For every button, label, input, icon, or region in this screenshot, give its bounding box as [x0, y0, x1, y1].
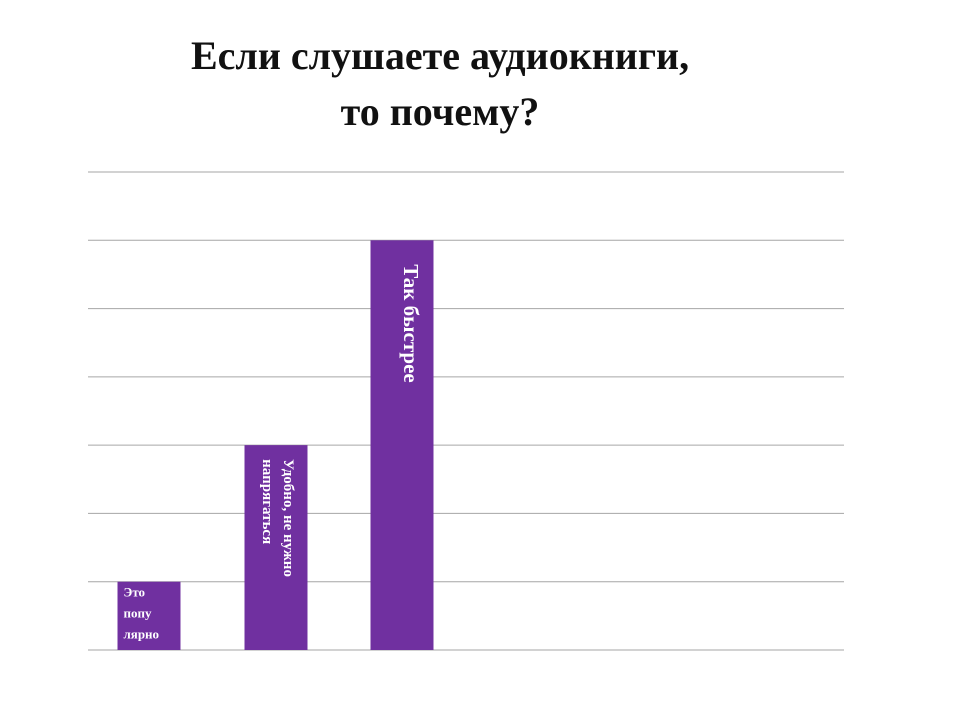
chart-bar-labels: Это попу лярно Удобно, не нужнонапрягаться Т…: [124, 264, 424, 641]
slide-title: Если слушаете аудиокниги, то почему?: [70, 28, 810, 140]
title-line-1: Если слушаете аудиокниги,: [190, 33, 690, 78]
bar-label: Удобно, не нужнонапрягаться: [259, 459, 296, 577]
title-line-2: то почему?: [340, 89, 540, 134]
bar: [244, 445, 308, 650]
bar-label: Так быстрее: [399, 264, 423, 382]
bar-label: Это попу лярно: [124, 585, 160, 642]
chart-gridlines: [88, 171, 844, 651]
bar: [370, 240, 434, 651]
bar: [117, 581, 181, 650]
chart-bars: [117, 240, 434, 651]
